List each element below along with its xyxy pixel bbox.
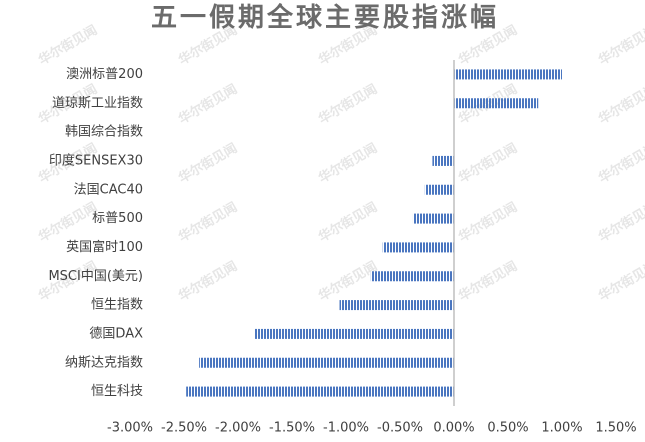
y-tick-label: 法国CAC40 <box>74 182 143 197</box>
chart-title: 五一假期全球主要股指涨幅 <box>151 2 499 33</box>
y-tick-label: 恒生指数 <box>91 298 143 313</box>
x-tick-label: -3.00% <box>107 421 153 436</box>
x-tick-label: 1.50% <box>595 421 636 436</box>
y-tick-label: 道琼斯工业指数 <box>52 96 143 111</box>
y-tick-label: 恒生科技 <box>91 384 143 399</box>
watermark: 华尔街见闻 <box>596 140 645 186</box>
x-tick-label: 0.50% <box>487 421 528 436</box>
bar <box>370 271 454 282</box>
y-tick-label: MSCI中国(美元) <box>48 269 143 284</box>
watermark: 华尔街见闻 <box>596 258 645 304</box>
y-tick-label: 纳斯达克指数 <box>65 355 143 370</box>
bar <box>454 69 562 80</box>
watermark: 华尔街见闻 <box>596 22 645 68</box>
watermark: 华尔街见闻 <box>456 199 520 245</box>
y-tick-label: 英国富时100 <box>66 239 143 255</box>
x-tick-label: -1.00% <box>323 421 369 436</box>
watermark: 华尔街见闻 <box>456 258 520 304</box>
bar <box>199 357 454 368</box>
y-tick-label: 印度SENSEX30 <box>49 152 143 168</box>
y-tick-label: 韩国综合指数 <box>65 125 143 140</box>
watermark: 华尔街见闻 <box>176 81 240 127</box>
y-tick-label: 德国DAX <box>89 326 143 341</box>
bar <box>382 242 454 253</box>
watermark: 华尔街见闻 <box>176 199 240 245</box>
x-tick-label: -0.50% <box>377 421 423 436</box>
bar <box>339 300 454 311</box>
bar <box>254 328 454 339</box>
watermark: 华尔街见闻 <box>596 199 645 245</box>
x-tick-label: -2.00% <box>215 421 261 436</box>
x-tick-label: 0.00% <box>433 421 474 436</box>
watermark: 华尔街见闻 <box>36 22 100 68</box>
x-tick-label: -2.50% <box>161 421 207 436</box>
x-tick-label: -1.50% <box>269 421 315 436</box>
watermark: 华尔街见闻 <box>316 140 380 186</box>
bar <box>412 213 454 224</box>
bar <box>424 184 454 195</box>
watermark: 华尔街见闻 <box>316 81 380 127</box>
watermark: 华尔街见闻 <box>176 140 240 186</box>
bar <box>454 98 539 109</box>
watermark: 华尔街见闻 <box>596 81 645 127</box>
x-tick-label: 1.00% <box>541 421 582 436</box>
bar <box>432 155 454 166</box>
watermark: 华尔街见闻 <box>316 199 380 245</box>
watermark: 华尔街见闻 <box>36 199 100 245</box>
watermark: 华尔街见闻 <box>456 140 520 186</box>
watermark: 华尔街见闻 <box>316 258 380 304</box>
watermark: 华尔街见闻 <box>176 258 240 304</box>
y-tick-label: 标普500 <box>92 211 143 226</box>
bar <box>186 386 454 397</box>
y-tick-label: 澳洲标普200 <box>66 66 143 82</box>
